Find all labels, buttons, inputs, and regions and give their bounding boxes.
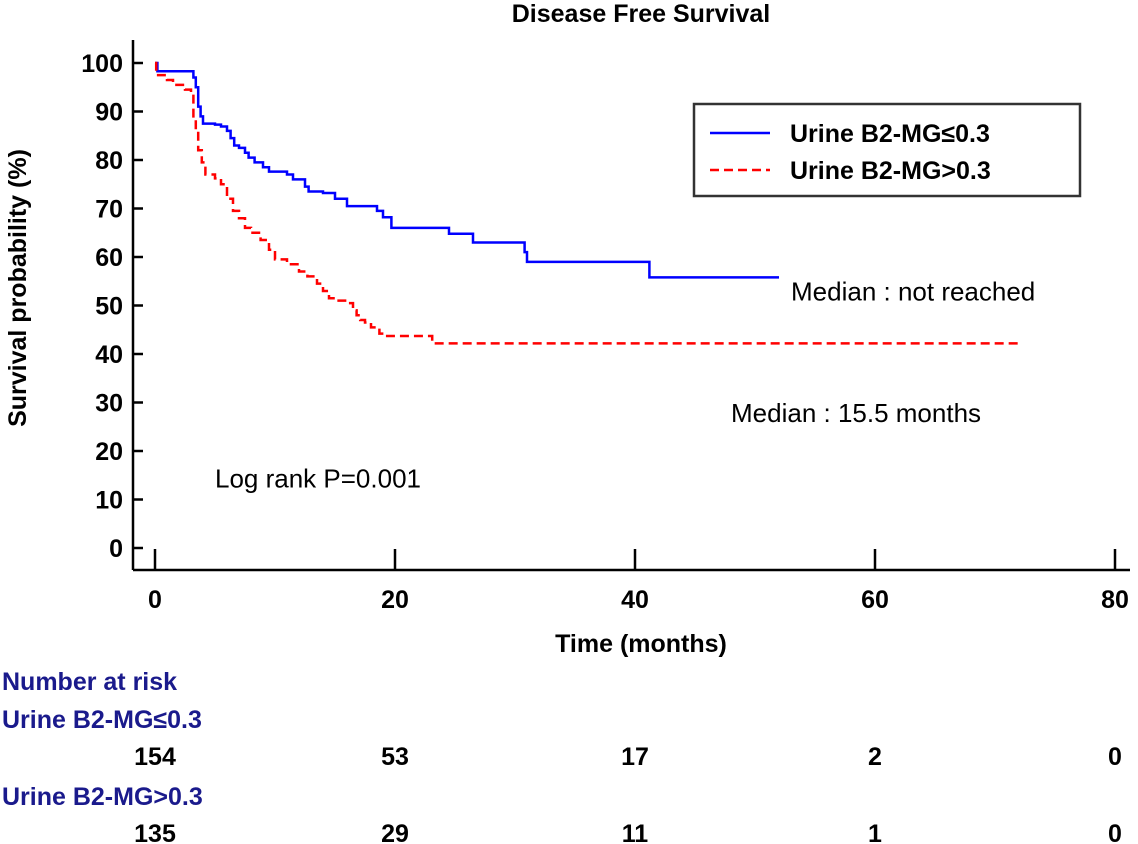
annotation-median-high-b2mg: Median : 15.5 months [731, 398, 981, 428]
annotation-median-low-b2mg: Median : not reached [791, 277, 1035, 307]
series-line-low-b2mg [155, 61, 779, 279]
annotations: Median : not reached Median : 15.5 months… [215, 277, 1035, 494]
risk-count-0-40: 17 [621, 743, 649, 771]
y-tick-label-20: 20 [95, 438, 123, 466]
risk-count-1-40: 11 [622, 820, 649, 844]
risk-row-label-high-b2mg: Urine B2-MG>0.3 [2, 783, 203, 811]
x-ticks: 0 20 40 60 80 [148, 549, 1129, 614]
annotation-log-rank: Log rank P=0.001 [215, 463, 421, 493]
legend-box [692, 102, 1082, 198]
risk-count-1-80: 0 [1108, 820, 1122, 844]
y-tick-label-90: 90 [95, 99, 123, 127]
risk-count-1-0: 135 [134, 820, 176, 844]
legend-label-high-b2mg: Urine B2-MG>0.3 [790, 157, 991, 185]
series-line-high-b2mg [154, 61, 1019, 345]
x-tick-label-0: 0 [148, 586, 162, 614]
x-tick-label-60: 60 [861, 586, 889, 614]
risk-count-1-20: 29 [381, 820, 409, 844]
y-axis-label: Survival probability (%) [4, 149, 32, 427]
y-tick-label-0: 0 [109, 535, 123, 563]
y-tick-label-50: 50 [95, 293, 123, 321]
y-tick-label-100: 100 [81, 50, 123, 78]
y-tick-label-70: 70 [95, 196, 123, 224]
y-tick-label-30: 30 [95, 390, 123, 418]
chart-title: Disease Free Survival [512, 0, 771, 28]
y-tick-label-60: 60 [95, 244, 123, 272]
y-tick-label-10: 10 [95, 487, 123, 515]
x-tick-label-80: 80 [1101, 586, 1129, 614]
y-tick-label-40: 40 [95, 341, 123, 369]
risk-count-1-60: 1 [868, 820, 882, 844]
x-tick-label-40: 40 [621, 586, 649, 614]
risk-row-high-b2mg: 135 29 11 1 0 [134, 820, 1122, 844]
x-axis-label: Time (months) [555, 630, 727, 658]
risk-row-label-low-b2mg: Urine B2-MG≤0.3 [2, 706, 202, 734]
y-ticks: 0 10 20 30 40 50 60 70 80 90 100 [81, 50, 143, 563]
risk-count-0-20: 53 [381, 743, 409, 771]
risk-table-title: Number at risk [2, 668, 177, 696]
x-tick-label-20: 20 [381, 586, 409, 614]
risk-count-0-60: 2 [868, 743, 882, 771]
risk-row-low-b2mg: 154 53 17 2 0 [134, 743, 1122, 771]
y-tick-label-80: 80 [95, 147, 123, 175]
risk-count-0-80: 0 [1108, 743, 1122, 771]
legend: Urine B2-MG≤0.3 Urine B2-MG>0.3 [692, 102, 1082, 198]
legend-label-low-b2mg: Urine B2-MG≤0.3 [790, 120, 990, 148]
risk-count-0-0: 154 [134, 743, 176, 771]
risk-table: Number at risk Urine B2-MG≤0.3 154 53 17 2 0… [2, 668, 1122, 844]
